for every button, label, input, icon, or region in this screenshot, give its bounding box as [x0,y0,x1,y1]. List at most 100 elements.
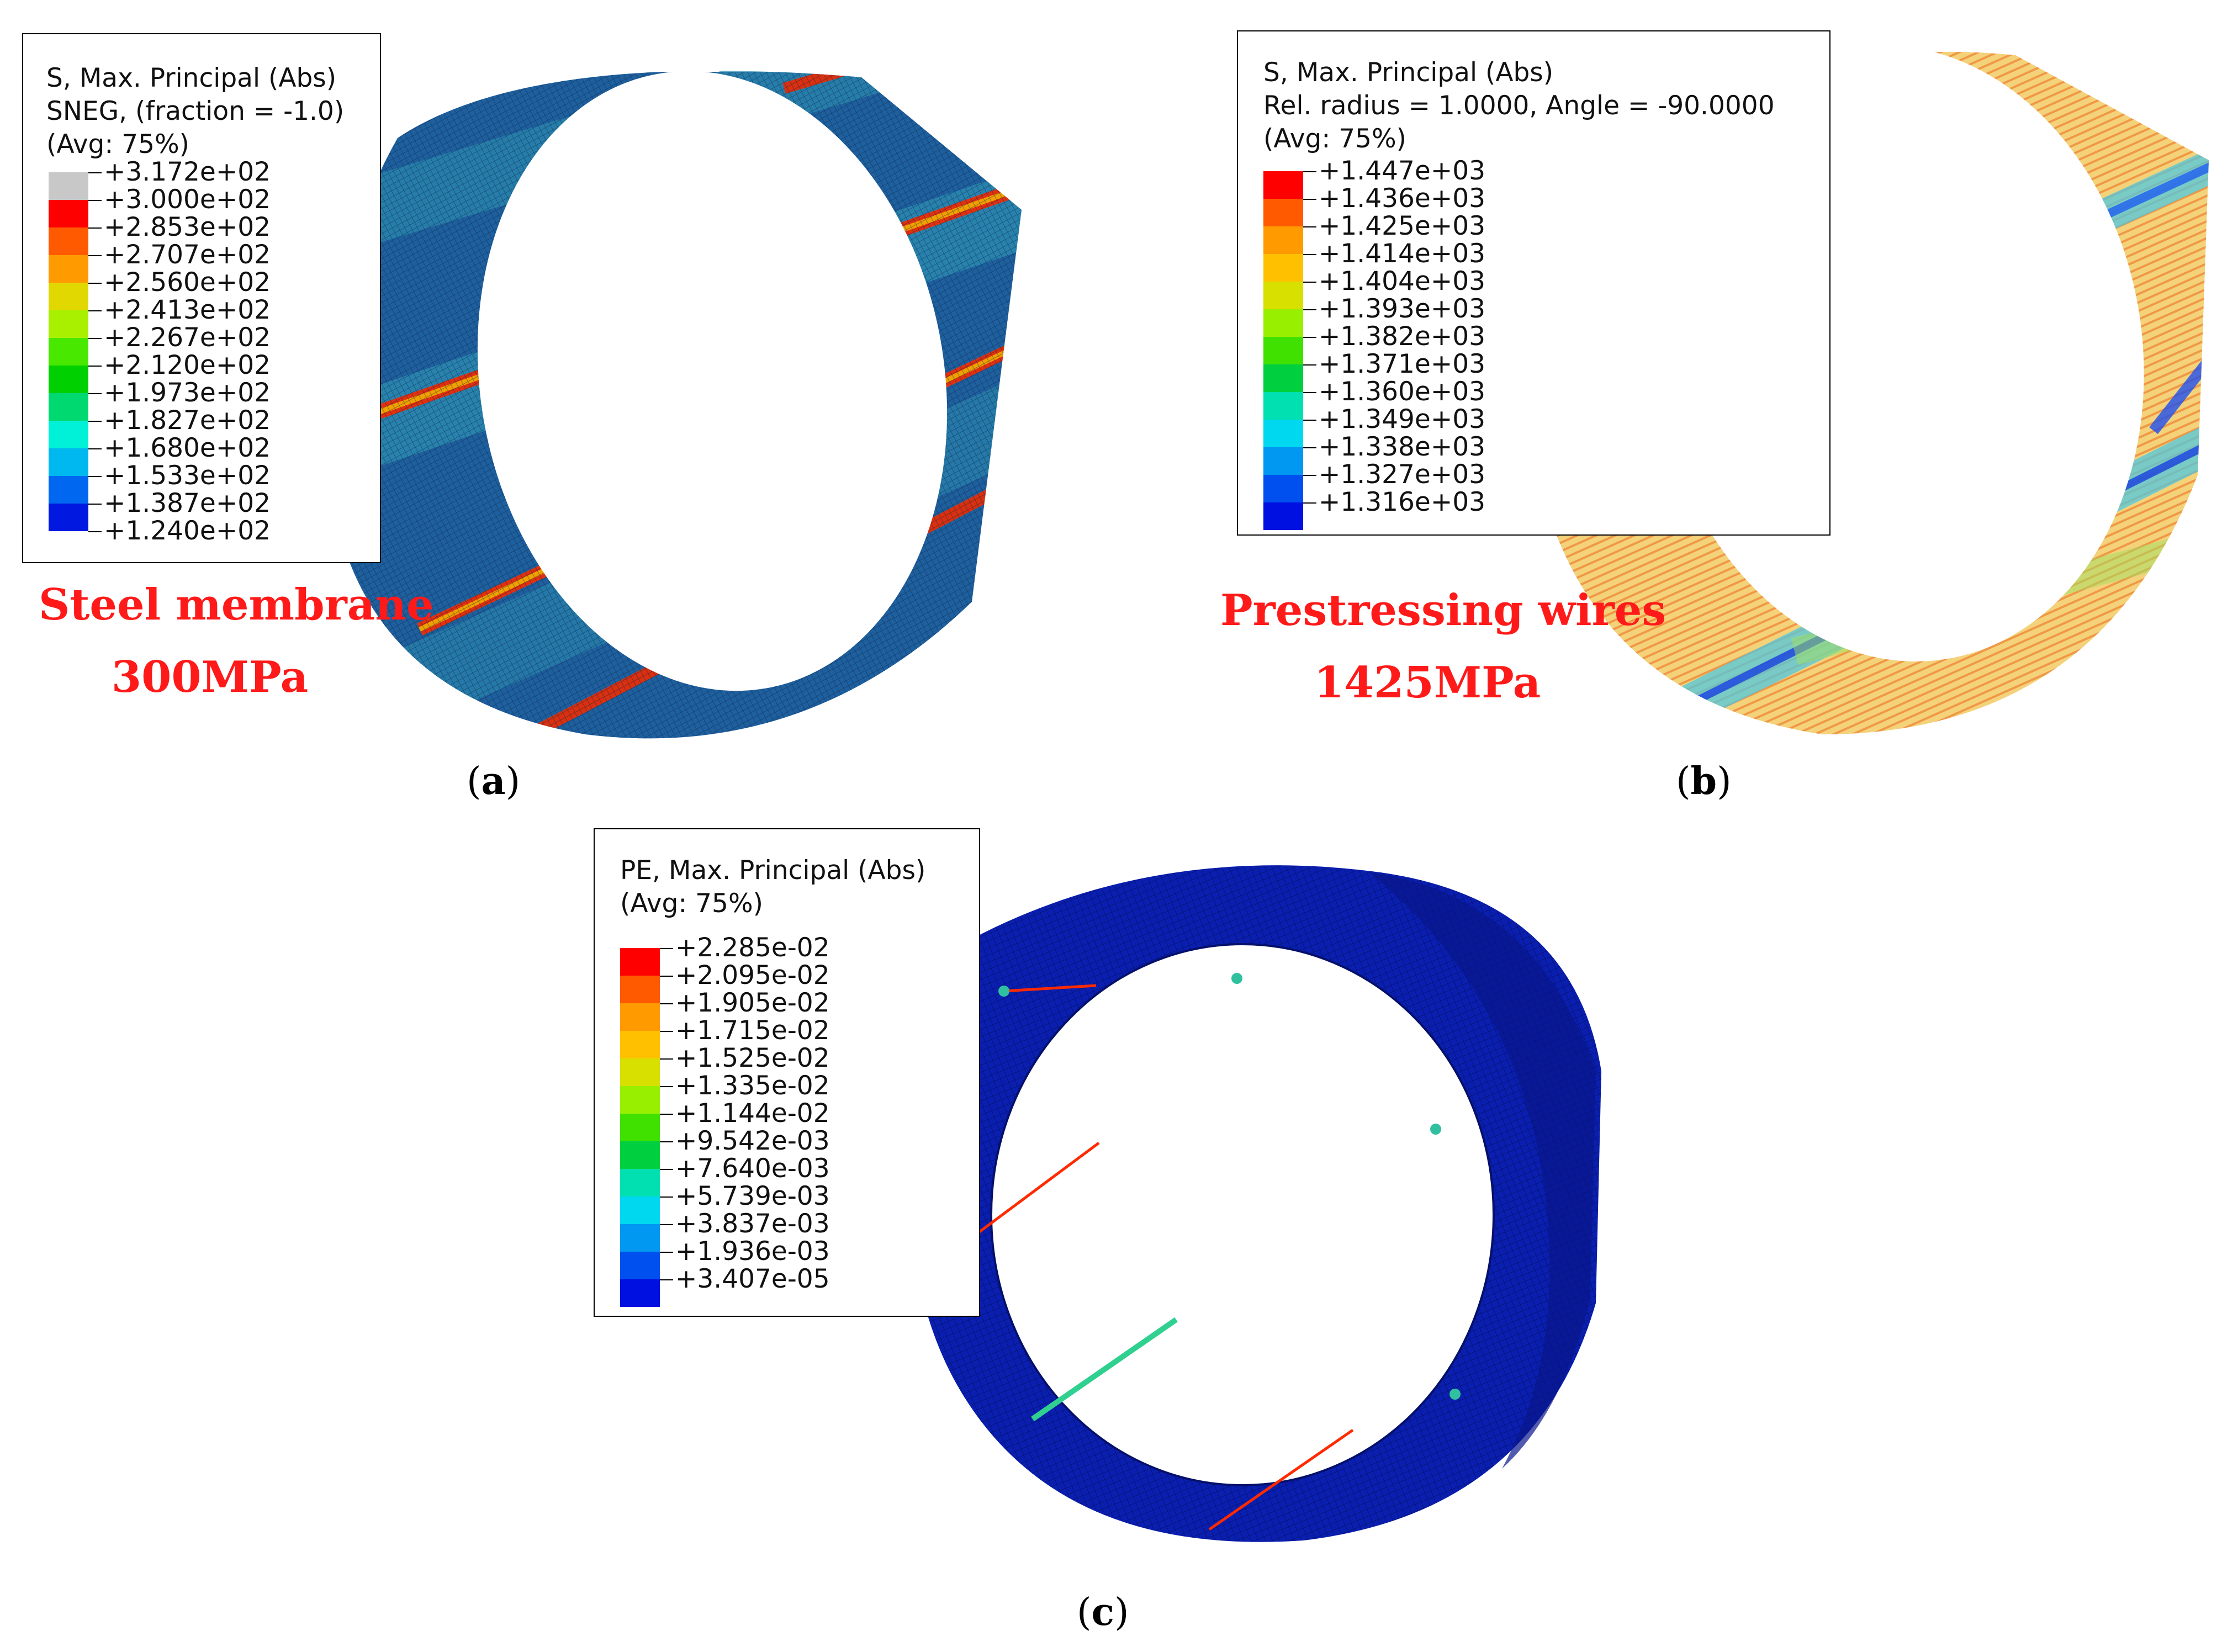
annotation-steel-membrane: Steel membrane 300MPa [39,580,434,702]
legend-title-line-3: (Avg: 75%) [46,129,189,160]
caption-b: (b) [1676,759,1732,803]
legend-value: +1.436e+03 [1319,183,1486,214]
legend-swatch [1263,392,1303,420]
legend-swatch [49,338,88,366]
legend-tick [88,200,102,201]
legend-tick [660,1086,673,1087]
legend-value: +2.707e+02 [104,240,271,270]
legend-swatch [49,476,88,504]
legend-swatch [1263,226,1303,254]
legend-value: +1.393e+03 [1319,294,1486,324]
caption-c-close: ) [1114,1591,1129,1634]
legend-title-line-2: (Avg: 75%) [620,888,763,919]
caption-b-close: ) [1717,760,1732,803]
legend-swatch [1263,171,1303,199]
legend-value: +2.120e+02 [104,350,271,380]
legend-tick [1303,475,1316,476]
legend-swatch [620,976,660,1003]
legend-swatch [49,172,88,200]
legend-title-line-1: S, Max. Principal (Abs) [46,63,337,93]
legend-tick [88,227,102,229]
legend-swatch [620,1031,660,1058]
legend-tick [88,421,102,422]
legend-tick [88,393,102,394]
legend-value: +1.447e+03 [1319,156,1486,186]
legend-value: +2.413e+02 [104,295,271,325]
legend-swatch [49,504,88,531]
legend-swatch [1263,502,1303,530]
legend-value: +1.905e-02 [675,988,830,1018]
legend-swatch [620,1196,660,1224]
legend-tick [88,448,102,449]
legend-swatch [1263,282,1303,309]
legend-value: +2.853e+02 [104,212,271,242]
legend-tick [88,504,102,505]
legend-swatch [1263,199,1303,226]
legend-tick [660,948,673,949]
annotation-line-2: 1425MPa [1314,658,1541,708]
legend-title-line-2: SNEG, (fraction = -1.0) [46,96,345,126]
legend-value: +1.327e+03 [1319,459,1486,490]
legend-value: +1.680e+02 [104,433,271,463]
annotation-line-1: Steel membrane [39,580,434,630]
caption-c: (c) [1077,1590,1129,1634]
legend-title-line-3: (Avg: 75%) [1263,124,1406,154]
legend-tick [660,1279,673,1280]
legend-value: +7.640e-03 [675,1153,830,1184]
legend-tick [660,1252,673,1253]
legend-swatch [1263,254,1303,282]
legend-swatch [49,227,88,255]
annotation-line-1: Prestressing wires [1220,585,1666,636]
legend-swatch [1263,364,1303,392]
legend-value: +1.425e+03 [1319,211,1486,241]
legend-value: +1.414e+03 [1319,239,1486,269]
legend-value: +1.533e+02 [104,460,271,491]
legend-tick [88,476,102,477]
legend-swatch [620,1252,660,1279]
legend-value: +1.360e+03 [1319,377,1486,407]
legend-tick [1303,364,1316,366]
legend-value: +1.144e-02 [675,1098,830,1129]
legend-swatch [620,1058,660,1086]
legend-value: +1.382e+03 [1319,321,1486,352]
legend-value: +2.267e+02 [104,322,271,353]
steel-membrane-ring [326,71,1022,739]
annotation-line-2: 300MPa [111,652,309,702]
legend-swatch [620,1224,660,1252]
caption-a-close: ) [505,760,521,803]
legend-swatch [1263,309,1303,337]
legend-swatch [49,366,88,393]
legend-title-line-1: S, Max. Principal (Abs) [1263,57,1554,88]
legend-value: +1.387e+02 [104,488,271,518]
legend-tick [660,1169,673,1170]
legend-swatch [1263,420,1303,447]
legend-tick [660,1058,673,1060]
legend-tick [88,366,102,367]
legend-tick [660,1224,673,1225]
legend-swatch [49,283,88,310]
legend-tick [660,1114,673,1115]
legend-value: +1.316e+03 [1319,487,1486,517]
caption-c-letter: c [1091,1590,1114,1634]
legend-swatch [49,393,88,421]
legend-title-line-1: PE, Max. Principal (Abs) [620,855,926,886]
legend-tick [1303,171,1316,172]
legend-value: +1.827e+02 [104,405,271,436]
legend-swatch [49,310,88,338]
legend-tick [660,1196,673,1198]
legend-tick [660,1031,673,1032]
caption-b-letter: b [1690,759,1717,803]
legend-value: +9.542e-03 [675,1126,830,1156]
legend-b: S, Max. Principal (Abs) Rel. radius = 1.… [1237,30,1830,536]
legend-value: +1.404e+03 [1319,266,1486,296]
legend-swatch [620,1141,660,1169]
annotation-prestressing-wires: Prestressing wires 1425MPa [1220,585,1666,708]
legend-tick [88,310,102,311]
legend-swatch [1263,337,1303,364]
legend-tick [1303,309,1316,310]
legend-value: +1.371e+03 [1319,349,1486,379]
legend-value: +1.973e+02 [104,378,271,408]
legend-tick [1303,502,1316,504]
caption-b-open: ( [1676,760,1691,803]
legend-tick [660,1003,673,1004]
